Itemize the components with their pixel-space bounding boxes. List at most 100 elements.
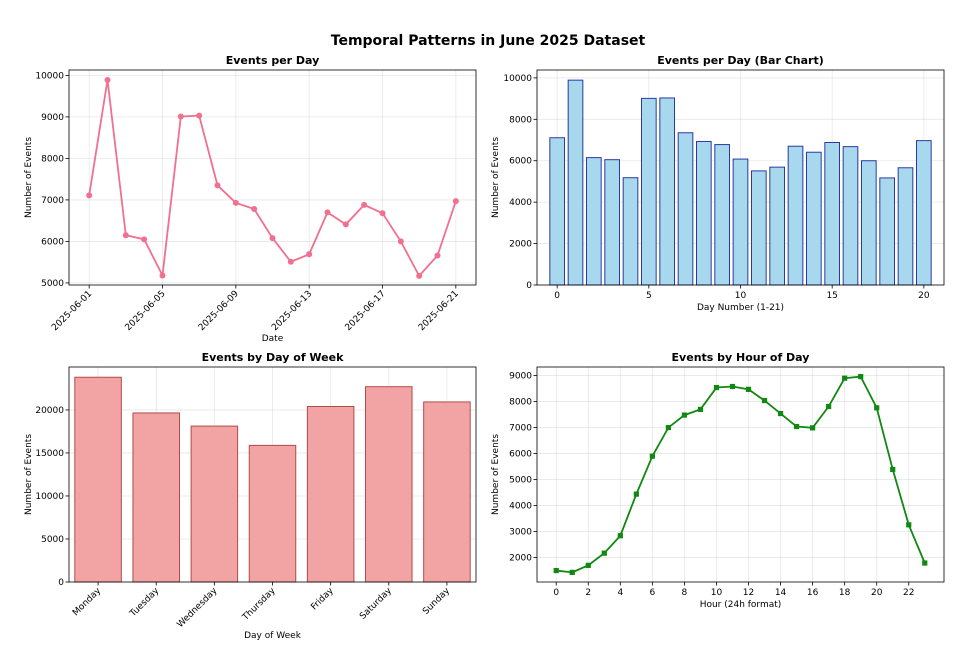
y-tick-label: 8000 — [509, 398, 532, 408]
x-axis-label: Hour (24h format) — [700, 600, 782, 610]
y-tick-label: 5000 — [41, 279, 64, 289]
bar — [567, 79, 584, 286]
y-tick-label: 9000 — [509, 372, 532, 382]
panel-title: Events by Hour of Day — [672, 351, 810, 364]
y-tick-label: 6000 — [509, 157, 532, 167]
data-point — [177, 113, 184, 120]
y-axis-label: Number of Events — [24, 137, 34, 218]
y-tick-label: 0 — [526, 281, 532, 291]
x-tick-label: 2025-06-21 — [417, 289, 461, 333]
data-point — [810, 425, 816, 431]
x-tick-label: 10 — [711, 588, 723, 598]
y-tick-label: 10000 — [35, 71, 64, 81]
y-tick-label: 9000 — [41, 113, 64, 123]
x-tick-label: 20 — [871, 588, 883, 598]
data-point — [713, 384, 720, 391]
x-tick-label: 14 — [775, 588, 787, 598]
bar — [677, 132, 694, 286]
bar — [842, 146, 859, 286]
x-tick-label: 18 — [839, 588, 851, 598]
bar — [248, 444, 297, 583]
y-tick-label: 3000 — [509, 528, 532, 538]
bar — [916, 140, 932, 286]
x-tick-label: Saturday — [358, 586, 394, 622]
data-point — [793, 423, 800, 430]
data-point — [890, 466, 896, 473]
bar — [132, 412, 180, 583]
data-point — [361, 201, 368, 208]
bar — [696, 140, 712, 286]
data-point — [906, 522, 912, 528]
bar — [190, 425, 239, 583]
data-point — [874, 405, 880, 411]
bar — [769, 166, 785, 286]
data-point — [104, 76, 111, 83]
bar — [604, 159, 620, 286]
x-tick-label: 12 — [743, 588, 754, 598]
y-tick-label: 4000 — [509, 502, 532, 512]
x-tick-label: 20 — [918, 291, 930, 301]
data-point — [681, 412, 688, 418]
data-point — [842, 375, 848, 381]
bar — [824, 141, 840, 286]
x-tick-label: Friday — [309, 586, 336, 613]
bar — [787, 145, 804, 286]
x-tick-label: 10 — [735, 291, 747, 301]
data-point — [633, 491, 639, 497]
bar — [641, 97, 657, 286]
x-tick-label: 2025-06-09 — [197, 289, 241, 333]
data-point — [434, 252, 441, 259]
data-point — [777, 410, 784, 417]
bar — [659, 97, 675, 286]
data-point — [826, 403, 832, 410]
bar — [732, 158, 749, 286]
y-axis-label: Number of Events — [491, 137, 501, 218]
data-point — [251, 206, 258, 213]
data-point — [745, 386, 752, 392]
x-tick-label: 0 — [553, 588, 559, 598]
x-tick-label: 2025-06-17 — [344, 289, 388, 333]
data-point — [729, 383, 736, 390]
data-point — [922, 560, 928, 566]
y-tick-label: 7000 — [509, 424, 532, 434]
bar — [714, 144, 730, 286]
data-point — [342, 221, 349, 228]
x-tick-label: 2 — [585, 588, 591, 598]
bar — [897, 167, 914, 286]
panel-title: Events per Day — [226, 54, 320, 67]
x-tick-label: 15 — [826, 291, 837, 301]
x-tick-label: 2025-06-13 — [270, 289, 314, 333]
y-tick-label: 6000 — [41, 237, 64, 247]
x-axis-label: Day Number (1-21) — [697, 303, 784, 313]
y-tick-label: 10000 — [503, 74, 532, 84]
panel-title: Events by Day of Week — [202, 351, 345, 364]
bar — [879, 177, 895, 286]
data-point — [649, 453, 655, 459]
data-point — [585, 562, 591, 568]
data-point — [617, 533, 623, 539]
y-axis-label: Number of Events — [491, 434, 501, 515]
panel-1: 5000 6000 7000 8000 9000 10000 2025-06-01 2025-… — [24, 54, 477, 344]
y-tick-label: 2000 — [509, 240, 532, 250]
bar — [586, 157, 602, 286]
data-point — [761, 397, 768, 404]
x-tick-label: 5 — [646, 291, 652, 301]
axes-frame — [68, 69, 477, 286]
series-line — [88, 79, 457, 279]
bar — [306, 405, 355, 583]
y-tick-label: 15000 — [35, 449, 64, 459]
data-point — [269, 235, 276, 242]
x-tick-label: Monday — [71, 586, 104, 619]
x-axis-label: Date — [262, 334, 284, 344]
y-tick-label: 5000 — [41, 535, 64, 545]
y-tick-label: 8000 — [509, 115, 532, 125]
y-tick-label: 2000 — [509, 554, 532, 564]
data-point — [665, 424, 671, 431]
bar — [365, 386, 413, 583]
x-tick-label: 8 — [682, 588, 688, 598]
y-tick-label: 5000 — [509, 476, 532, 486]
panel-2: 0 2000 4000 6000 8000 10000 0 5 10 15 20 Events per… — [491, 54, 945, 313]
x-tick-label: Tuesday — [128, 586, 162, 620]
x-tick-label: Thursday — [240, 586, 278, 624]
